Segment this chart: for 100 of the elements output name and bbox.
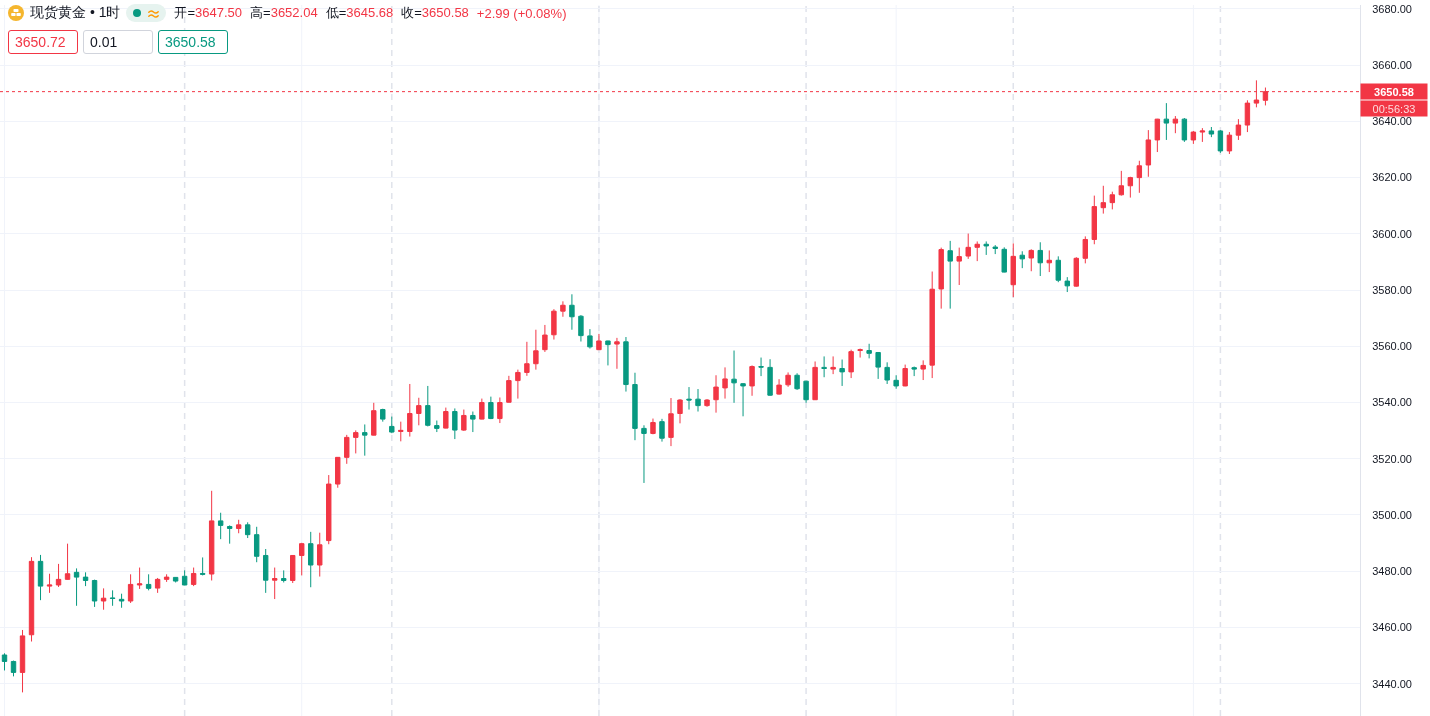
candlestick xyxy=(569,293,575,331)
candlestick xyxy=(713,374,719,414)
candlestick xyxy=(461,409,467,432)
candlestick xyxy=(190,567,197,587)
number-field: 0.01 xyxy=(83,30,153,54)
candlestick xyxy=(1,652,8,671)
candlestick xyxy=(37,554,44,601)
candlestick xyxy=(758,357,764,377)
candlestick xyxy=(551,308,557,341)
candlestick xyxy=(163,573,170,583)
chart-title: 现货黄金 • 1时 xyxy=(30,4,121,22)
candlestick xyxy=(677,398,683,424)
candlestick xyxy=(1091,195,1098,245)
candlestick xyxy=(605,340,611,366)
candlestick xyxy=(100,587,107,611)
candlestick xyxy=(145,573,152,591)
candlestick xyxy=(290,554,296,584)
annotation: 开=3647.50 xyxy=(174,5,243,20)
candlestick xyxy=(109,589,116,607)
candlestick xyxy=(686,386,692,411)
candlestick xyxy=(722,366,728,400)
candlestick xyxy=(866,343,872,359)
candlestick xyxy=(1028,248,1034,272)
candlestick xyxy=(416,397,422,426)
candlestick xyxy=(244,521,251,539)
candlestick xyxy=(1181,117,1188,143)
candlestick xyxy=(803,380,809,404)
annotation: +2.99 (+0.08%) xyxy=(476,5,567,21)
candlestick xyxy=(956,247,962,286)
candlestick xyxy=(208,490,215,581)
candlestick xyxy=(992,244,998,255)
candlestick xyxy=(524,341,530,377)
candlestick xyxy=(893,374,899,390)
y-tick-label: 3460.00 xyxy=(1372,621,1412,634)
candlestick xyxy=(217,512,224,540)
price-box: 3650.72 xyxy=(8,30,78,54)
y-tick-label: 3500.00 xyxy=(1372,508,1412,521)
candlestick xyxy=(82,571,89,587)
candlestick xyxy=(830,355,836,375)
candlestick xyxy=(46,573,53,594)
candlestick xyxy=(55,563,62,588)
candlestick xyxy=(695,388,701,413)
candlestick xyxy=(857,348,863,359)
candlestick xyxy=(1064,276,1070,293)
price-box: 3650.58 xyxy=(158,30,228,54)
candlestick xyxy=(443,407,449,429)
candlestick xyxy=(650,418,656,435)
candlestick xyxy=(1199,127,1206,143)
candlestick xyxy=(515,369,521,400)
candlestick xyxy=(299,542,305,576)
ref-line-label: 3650.58 xyxy=(1374,85,1414,98)
candlestick xyxy=(272,567,278,600)
candlestick xyxy=(181,569,188,586)
candlestick xyxy=(875,351,881,380)
candlestick xyxy=(1082,235,1088,264)
candlestick xyxy=(839,359,845,387)
candlestick xyxy=(335,456,341,489)
candlestick xyxy=(1127,176,1134,199)
candlestick xyxy=(154,577,161,594)
candlestick xyxy=(848,349,854,379)
candlestick xyxy=(353,429,359,454)
y-tick-label: 3660.00 xyxy=(1372,59,1412,72)
candlestick xyxy=(1118,170,1125,197)
candlestick xyxy=(533,329,539,371)
candlestick xyxy=(821,355,827,378)
candlestick xyxy=(614,337,620,370)
candlestick xyxy=(371,402,377,436)
candlestick xyxy=(641,424,647,484)
candlestick xyxy=(380,408,386,423)
candlestick xyxy=(407,383,413,438)
candlestick xyxy=(281,569,287,583)
candlestick xyxy=(28,556,35,642)
candlestick xyxy=(767,358,773,397)
candlestick xyxy=(668,397,674,447)
candlestick xyxy=(983,240,989,256)
candlestick xyxy=(362,423,368,457)
candlestick xyxy=(929,271,935,379)
candlestick xyxy=(632,372,638,441)
candlestick xyxy=(118,593,125,609)
candlestick xyxy=(1073,256,1079,288)
candlestick xyxy=(623,336,629,393)
candlestick xyxy=(1235,118,1242,141)
candlestick xyxy=(938,247,944,310)
candlestick xyxy=(10,660,17,677)
candlestick xyxy=(326,474,332,545)
candlestick xyxy=(1172,115,1179,134)
annotation: 高=3652.04 xyxy=(250,5,318,20)
y-tick-label: 3680.00 xyxy=(1372,2,1412,15)
candlestick xyxy=(812,360,818,401)
candlestick xyxy=(587,328,593,350)
candlestick xyxy=(785,371,791,388)
candlestick xyxy=(1154,118,1161,153)
candlestick xyxy=(127,573,134,604)
y-tick-label: 3520.00 xyxy=(1372,452,1412,465)
candlestick xyxy=(911,366,917,377)
candlestick xyxy=(344,434,350,465)
candlestick xyxy=(1244,99,1251,133)
candlestick xyxy=(1190,130,1197,145)
candlestick xyxy=(136,567,143,590)
candlestick xyxy=(317,532,323,578)
